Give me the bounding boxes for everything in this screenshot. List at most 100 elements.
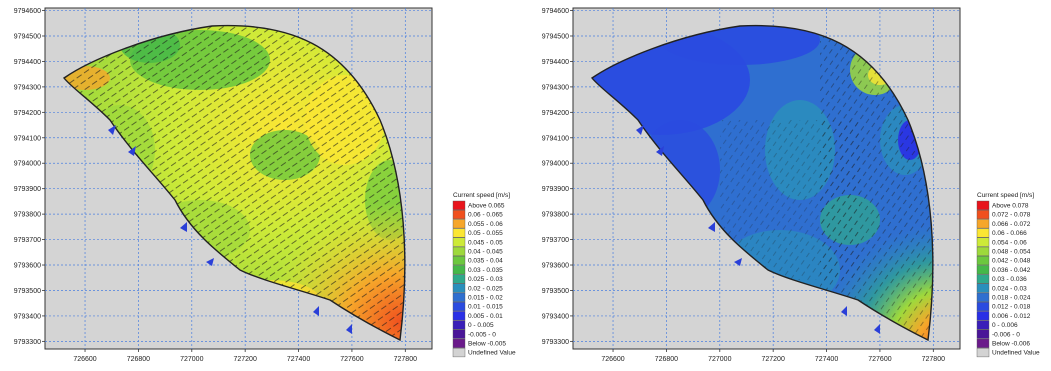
legend-swatch <box>976 209 990 220</box>
x-tick-label: 726800 <box>127 356 150 363</box>
legend-swatch <box>976 265 990 275</box>
legend-label: 0.015 - 0.02 <box>468 295 503 302</box>
x-tick-label: 727000 <box>180 356 203 363</box>
legend-label: -0.006 - 0 <box>992 331 1020 338</box>
legend-label: 0.03 - 0.036 <box>992 276 1027 283</box>
legend-label: 0.045 - 0.05 <box>468 239 503 246</box>
y-tick-label: 9794500 <box>542 33 569 40</box>
legend-swatch <box>452 246 466 256</box>
legend-label: Below -0.005 <box>468 341 506 348</box>
legend-swatch <box>452 228 466 238</box>
y-tick-label: 9793700 <box>542 237 569 244</box>
legend-label: 0.072 - 0.078 <box>992 212 1031 219</box>
y-tick-label: 9793800 <box>542 212 569 219</box>
legend-swatch <box>452 338 466 348</box>
legend-swatch <box>452 237 466 247</box>
y-tick-label: 9794000 <box>14 161 41 168</box>
right-shore-inlets <box>636 125 880 334</box>
legend-swatch <box>452 329 466 339</box>
legend-label: Undefined Value <box>468 350 516 357</box>
y-tick-label: 9794200 <box>14 110 41 117</box>
legend-swatch <box>452 283 466 293</box>
y-tick-label: 9793400 <box>542 313 569 320</box>
x-tick-label: 727600 <box>868 356 891 363</box>
legend-swatch <box>452 311 466 321</box>
legend-label: 0.012 - 0.018 <box>992 304 1031 311</box>
legend-swatch <box>976 246 990 256</box>
right-x-tick-labels: 726600 726800 727000 727200 727400 727600 7278… <box>601 349 945 363</box>
x-tick-label: 727800 <box>394 356 417 363</box>
legend-label: 0.018 - 0.024 <box>992 295 1031 302</box>
right-legend: Current speed [m/s] Above 0.078 0.072 - 0… <box>976 192 1040 358</box>
legend-swatch <box>452 320 466 330</box>
legend-swatch <box>452 256 466 266</box>
legend-label: 0 - 0.005 <box>468 322 494 329</box>
x-tick-label: 726600 <box>601 356 624 363</box>
legend-swatch <box>452 200 466 210</box>
legend-swatch <box>452 274 466 284</box>
legend-swatch <box>452 292 466 302</box>
left-legend: Current speed [m/s] Above 0.065 0.06 - 0.… <box>452 192 516 358</box>
legend-label: 0.025 - 0.03 <box>468 276 503 283</box>
legend-label: 0.04 - 0.045 <box>468 249 503 256</box>
legend-swatch <box>976 348 990 358</box>
right-y-tick-labels: 9794600 9794500 9794400 9794300 9794200 97941… <box>542 8 573 346</box>
legend-label: Above 0.078 <box>992 203 1029 210</box>
legend-label: 0.048 - 0.054 <box>992 249 1031 256</box>
legend-label: 0.01 - 0.015 <box>468 304 503 311</box>
legend-swatch <box>976 329 990 339</box>
x-tick-label: 727000 <box>708 356 731 363</box>
legend-label: 0.024 - 0.03 <box>992 285 1027 292</box>
right-plot: 9794600 9794500 9794400 9794300 9794200 97941… <box>542 7 1040 363</box>
y-tick-label: 9794100 <box>542 135 569 142</box>
y-tick-label: 9793500 <box>542 288 569 295</box>
legend-label: Below -0.006 <box>992 341 1030 348</box>
legend-swatch <box>452 219 466 229</box>
y-tick-label: 9793400 <box>14 313 41 320</box>
x-tick-label: 727600 <box>340 356 363 363</box>
legend-swatch <box>452 348 466 358</box>
x-tick-label: 726600 <box>73 356 96 363</box>
legend-label: 0 - 0.006 <box>992 322 1018 329</box>
x-tick-label: 727400 <box>815 356 838 363</box>
legend-label: -0.005 - 0 <box>468 331 496 338</box>
legend-swatch <box>976 237 990 247</box>
legend-swatch <box>976 338 990 348</box>
legend-swatch <box>976 228 990 238</box>
y-tick-label: 9793700 <box>14 237 41 244</box>
x-tick-label: 727800 <box>922 356 945 363</box>
legend-label: 0.06 - 0.065 <box>468 212 503 219</box>
legend-label: 0.006 - 0.012 <box>992 313 1031 320</box>
legend-swatch <box>452 302 466 312</box>
y-tick-label: 9793800 <box>14 212 41 219</box>
x-tick-label: 727200 <box>233 356 256 363</box>
left-x-tick-labels: 726600 726800 727000 727200 727400 727600 7278… <box>73 349 417 363</box>
y-tick-label: 9793600 <box>14 263 41 270</box>
legend-swatch <box>976 292 990 302</box>
legend-label: 0.06 - 0.066 <box>992 230 1027 237</box>
left-legend-title: Current speed [m/s] <box>453 192 510 199</box>
legend-swatch <box>976 200 990 210</box>
legend-swatch <box>976 283 990 293</box>
legend-label: 0.03 - 0.035 <box>468 267 503 274</box>
legend-swatch <box>976 274 990 284</box>
y-tick-label: 9793300 <box>14 339 41 346</box>
legend-label: Above 0.065 <box>468 203 505 210</box>
legend-label: 0.066 - 0.072 <box>992 221 1031 228</box>
x-tick-label: 727400 <box>287 356 310 363</box>
legend-label: Undefined Value <box>992 350 1040 357</box>
y-tick-label: 9794200 <box>542 110 569 117</box>
y-tick-label: 9794400 <box>14 59 41 66</box>
legend-label: 0.042 - 0.048 <box>992 258 1031 265</box>
y-tick-label: 9794300 <box>14 84 41 91</box>
y-tick-label: 9794000 <box>542 161 569 168</box>
y-tick-label: 9793500 <box>14 288 41 295</box>
legend-label: 0.05 - 0.055 <box>468 230 503 237</box>
y-tick-label: 9794100 <box>14 135 41 142</box>
legend-label: 0.005 - 0.01 <box>468 313 503 320</box>
y-tick-label: 9794400 <box>542 59 569 66</box>
left-y-tick-labels: 9794600 9794500 9794400 9794300 9794200 97941… <box>14 8 45 346</box>
y-tick-label: 9793900 <box>14 186 41 193</box>
x-tick-label: 727200 <box>761 356 784 363</box>
